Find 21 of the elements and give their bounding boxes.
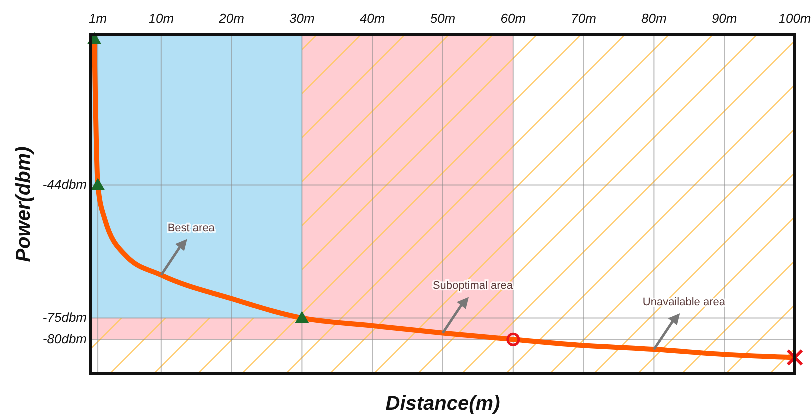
x-tick-label: 100m: [778, 11, 811, 26]
annotation: Best area: [168, 222, 216, 234]
x-axis-title: Distance(m): [386, 393, 501, 415]
x-tick-label: 70m: [571, 11, 597, 26]
y-tick-label: -80dbm: [42, 332, 88, 347]
x-tick-label: 10m: [148, 11, 174, 26]
point: [91, 178, 106, 190]
x-tick-label: 50m: [430, 11, 456, 26]
x-tick-label: 40m: [360, 11, 386, 26]
point: [506, 332, 520, 346]
x-tick-label: 90m: [712, 11, 738, 26]
point: [786, 349, 804, 366]
x-tick-label: 20m: [218, 11, 245, 26]
x-tick-label: 60m: [500, 11, 526, 26]
y-tick-label: -75dbm: [42, 310, 88, 326]
x-tick-label: 1m: [89, 11, 108, 26]
y-tick-label: -44dbm: [42, 177, 88, 192]
point: [295, 311, 310, 324]
x-tick-label: 30m: [290, 11, 316, 26]
y-axis-title: Power(dbm): [13, 146, 35, 262]
x-tick-label: 80m: [642, 11, 668, 26]
